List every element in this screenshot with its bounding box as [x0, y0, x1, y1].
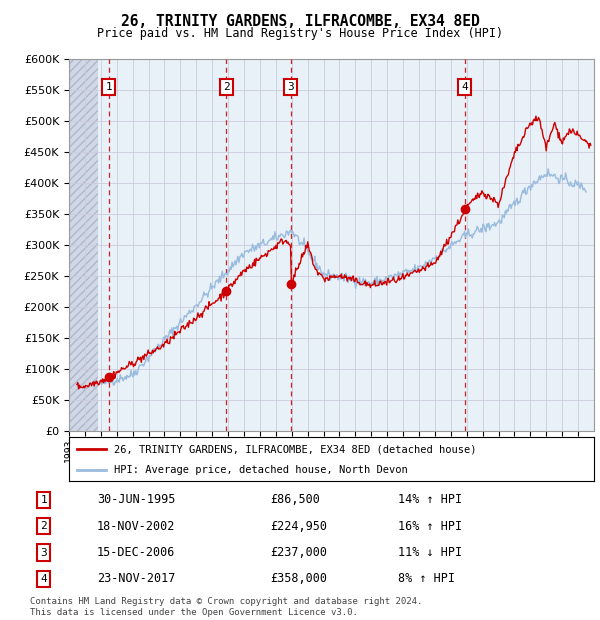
Text: 15-DEC-2006: 15-DEC-2006 — [97, 546, 175, 559]
Text: 14% ↑ HPI: 14% ↑ HPI — [398, 494, 463, 507]
Text: 2: 2 — [41, 521, 47, 531]
Text: 1: 1 — [106, 82, 112, 92]
Text: Contains HM Land Registry data © Crown copyright and database right 2024.
This d: Contains HM Land Registry data © Crown c… — [30, 598, 422, 617]
Text: £86,500: £86,500 — [270, 494, 320, 507]
Text: 8% ↑ HPI: 8% ↑ HPI — [398, 572, 455, 585]
Text: £237,000: £237,000 — [270, 546, 327, 559]
Text: 1: 1 — [41, 495, 47, 505]
Text: Price paid vs. HM Land Registry's House Price Index (HPI): Price paid vs. HM Land Registry's House … — [97, 27, 503, 40]
Text: 26, TRINITY GARDENS, ILFRACOMBE, EX34 8ED (detached house): 26, TRINITY GARDENS, ILFRACOMBE, EX34 8E… — [113, 445, 476, 454]
Text: 11% ↓ HPI: 11% ↓ HPI — [398, 546, 463, 559]
Text: HPI: Average price, detached house, North Devon: HPI: Average price, detached house, Nort… — [113, 464, 407, 475]
Text: 23-NOV-2017: 23-NOV-2017 — [97, 572, 175, 585]
Text: 4: 4 — [41, 574, 47, 584]
Bar — [69, 59, 98, 431]
Text: 3: 3 — [287, 82, 295, 92]
Text: 3: 3 — [41, 547, 47, 557]
Text: 18-NOV-2002: 18-NOV-2002 — [97, 520, 175, 533]
Text: 4: 4 — [461, 82, 468, 92]
Text: 30-JUN-1995: 30-JUN-1995 — [97, 494, 175, 507]
Text: 2: 2 — [223, 82, 230, 92]
Text: 16% ↑ HPI: 16% ↑ HPI — [398, 520, 463, 533]
Text: £224,950: £224,950 — [270, 520, 327, 533]
Text: £358,000: £358,000 — [270, 572, 327, 585]
Text: 26, TRINITY GARDENS, ILFRACOMBE, EX34 8ED: 26, TRINITY GARDENS, ILFRACOMBE, EX34 8E… — [121, 14, 479, 29]
